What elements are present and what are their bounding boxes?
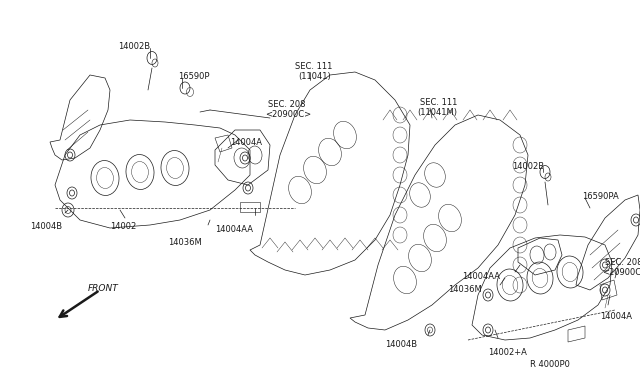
Text: 16590P: 16590P — [178, 72, 209, 81]
Text: 14002B: 14002B — [118, 42, 150, 51]
Text: 14036M: 14036M — [448, 285, 482, 294]
Text: SEC. 111: SEC. 111 — [420, 98, 458, 107]
Text: FRONT: FRONT — [88, 284, 119, 293]
Text: 14004AA: 14004AA — [215, 225, 253, 234]
Text: 14004B: 14004B — [30, 222, 62, 231]
Text: <20900C>: <20900C> — [265, 110, 311, 119]
Text: 14004B: 14004B — [385, 340, 417, 349]
Text: (11041): (11041) — [298, 72, 331, 81]
Text: <20900C>: <20900C> — [602, 268, 640, 277]
Text: SEC. 208: SEC. 208 — [268, 100, 305, 109]
Text: 14002B: 14002B — [512, 162, 544, 171]
Text: SEC. 111: SEC. 111 — [295, 62, 332, 71]
Text: 14004A: 14004A — [230, 138, 262, 147]
Text: 14002: 14002 — [110, 222, 136, 231]
Text: 14004AA: 14004AA — [462, 272, 500, 281]
Text: 16590PA: 16590PA — [582, 192, 619, 201]
Text: 14036M: 14036M — [168, 238, 202, 247]
Text: 14004A: 14004A — [600, 312, 632, 321]
Text: (11041M): (11041M) — [417, 108, 457, 117]
Text: SEC. 208: SEC. 208 — [605, 258, 640, 267]
Text: 14002+A: 14002+A — [488, 348, 527, 357]
Text: R 4000P0: R 4000P0 — [530, 360, 570, 369]
